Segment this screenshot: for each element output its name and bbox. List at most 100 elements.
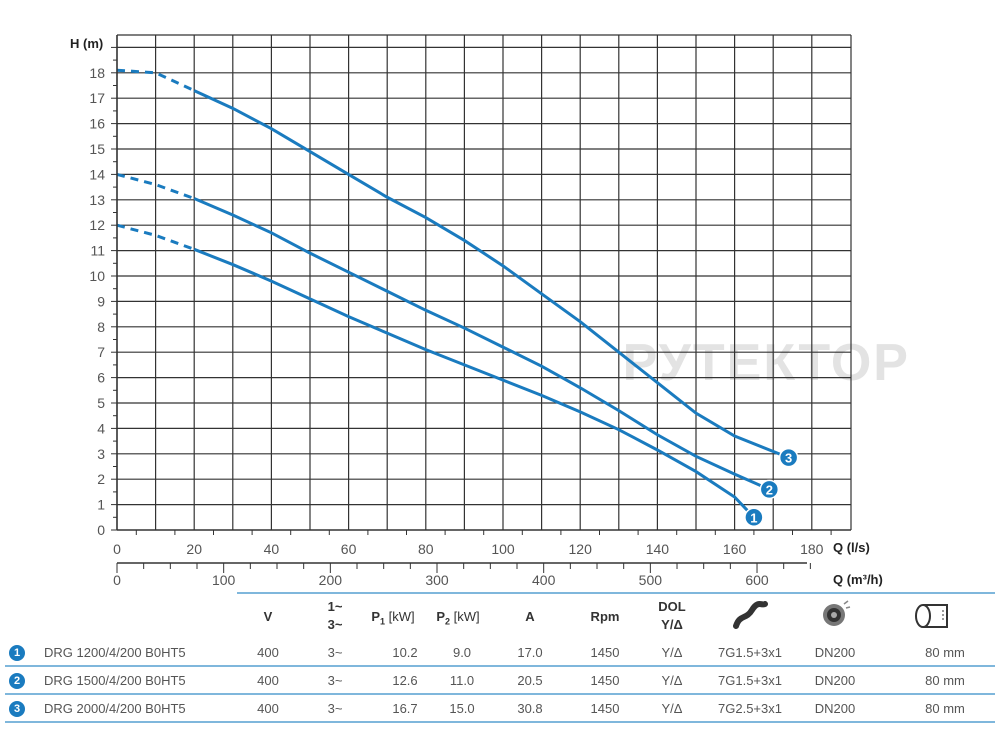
curve-marker-3 — [778, 447, 799, 468]
x-tick-label: 100 — [491, 541, 515, 557]
y-tick-label: 1 — [97, 497, 105, 513]
y-tick-label: 2 — [97, 471, 105, 487]
y-tick-label: 16 — [89, 116, 105, 132]
y-tick-label: 12 — [89, 217, 105, 233]
x2-tick-label: 200 — [319, 572, 343, 588]
header-dol: DOL Y/Δ — [658, 598, 685, 634]
p1-sub: 1 — [380, 616, 386, 627]
header-p2: P2 [kW] — [436, 608, 479, 631]
x2-tick-label: 400 — [532, 572, 556, 588]
x-tick-label: 20 — [186, 541, 202, 557]
cell-p1: 12.6 — [392, 673, 418, 688]
row-divider — [5, 693, 995, 695]
curve-marker-label: 3 — [785, 451, 792, 466]
cell-passage: 80 mm — [925, 701, 965, 716]
p2-sub: 2 — [445, 616, 451, 627]
x2-tick-label: 500 — [639, 572, 663, 588]
cell-passage: 80 mm — [925, 645, 965, 660]
x-tick-label: 140 — [646, 541, 670, 557]
header-phase-single: 1~ — [327, 599, 343, 614]
model-name: DRG 1200/4/200 B0HT5 — [44, 645, 186, 660]
cell-dn: DN200 — [814, 673, 856, 688]
y-tick-label: 7 — [97, 344, 105, 360]
header-p1: P1 [kW] — [371, 608, 414, 631]
cell-v: 400 — [257, 645, 279, 660]
cell-phase: 3~ — [327, 673, 343, 688]
cell-p1: 10.2 — [392, 645, 418, 660]
curve-2 — [193, 197, 770, 491]
y-tick-label: 13 — [89, 192, 105, 208]
model-name: DRG 1500/4/200 B0HT5 — [44, 673, 186, 688]
row-divider — [5, 665, 995, 667]
y-tick-label: 15 — [89, 141, 105, 157]
header-amps: A — [525, 609, 535, 624]
header-rpm: Rpm — [590, 609, 620, 624]
x-tick-label: 40 — [264, 541, 280, 557]
y-tick-label: 9 — [97, 293, 105, 309]
y-tick-label: 0 — [97, 522, 105, 538]
cell-v: 400 — [257, 701, 279, 716]
cell-rpm: 1450 — [590, 673, 620, 688]
x2-tick-label: 100 — [212, 572, 236, 588]
cable-icon — [733, 601, 768, 629]
y-tick-label: 18 — [89, 65, 105, 81]
curve-marker-2 — [759, 479, 780, 500]
header-phase: 1~ 3~ — [328, 598, 343, 634]
x-tick-label: 80 — [418, 541, 434, 557]
x-tick-label: 160 — [723, 541, 747, 557]
y-tick-label: 10 — [89, 268, 105, 284]
y-tick-label: 5 — [97, 395, 105, 411]
cell-a: 17.0 — [517, 645, 543, 660]
table-top-divider — [237, 592, 995, 594]
x2-tick-label: 600 — [745, 572, 769, 588]
model-number-badge: 3 — [9, 701, 25, 717]
cell-dn: DN200 — [814, 645, 856, 660]
cell-phase: 3~ — [327, 701, 343, 716]
p2-unit: [kW] — [450, 609, 480, 624]
cell-dol: Y/Δ — [661, 701, 683, 716]
row-divider — [5, 721, 995, 723]
curve-marker-1 — [744, 507, 764, 528]
cell-rpm: 1450 — [590, 645, 620, 660]
cell-cable: 7G2.5+3x1 — [718, 701, 782, 716]
header-phase-three: 3~ — [327, 617, 343, 632]
y-tick-label: 8 — [97, 319, 105, 335]
cell-p2: 9.0 — [452, 645, 472, 660]
cell-v: 400 — [257, 673, 279, 688]
x2-tick-label: 0 — [113, 572, 121, 588]
header-dol-top: DOL — [658, 599, 686, 614]
header-voltage: V — [263, 609, 273, 624]
cell-dn: DN200 — [814, 701, 856, 716]
curve-marker-label: 2 — [766, 482, 773, 497]
cell-dol: Y/Δ — [661, 673, 683, 688]
pump-performance-chart: РУТЕКТОР 123 012345678910111213141516171… — [70, 34, 908, 588]
p1-unit: [kW] — [385, 609, 415, 624]
pipe-icon — [915, 604, 948, 628]
x-tick-label: 0 — [113, 541, 121, 557]
x-tick-label: 120 — [569, 541, 593, 557]
cell-p1: 16.7 — [392, 701, 418, 716]
cell-cable: 7G1.5+3x1 — [718, 673, 782, 688]
header-dol-bottom: Y/Δ — [661, 617, 683, 632]
curve-marker-label: 1 — [750, 510, 757, 525]
y-tick-label: 6 — [97, 370, 105, 386]
p2-label: P — [436, 609, 446, 624]
x-tick-label: 60 — [341, 541, 357, 557]
x2-tick-label: 300 — [425, 572, 449, 588]
x-tick-label: 180 — [800, 541, 824, 557]
cell-phase: 3~ — [327, 645, 343, 660]
cell-p2: 11.0 — [449, 673, 475, 688]
curve-3 — [193, 89, 790, 460]
y-tick-label: 17 — [89, 90, 105, 106]
y-axis-label: H (m) — [70, 36, 103, 51]
cell-p2: 15.0 — [449, 701, 475, 716]
cell-a: 20.5 — [517, 673, 543, 688]
y-tick-label: 11 — [90, 243, 105, 259]
x2-axis-label: Q (m³/h) — [833, 572, 883, 587]
model-number-badge: 1 — [9, 645, 25, 661]
y-tick-label: 14 — [89, 166, 105, 182]
model-number-badge: 2 — [9, 673, 25, 689]
x-axis-label: Q (l/s) — [833, 540, 870, 555]
impeller-icon — [823, 600, 851, 626]
